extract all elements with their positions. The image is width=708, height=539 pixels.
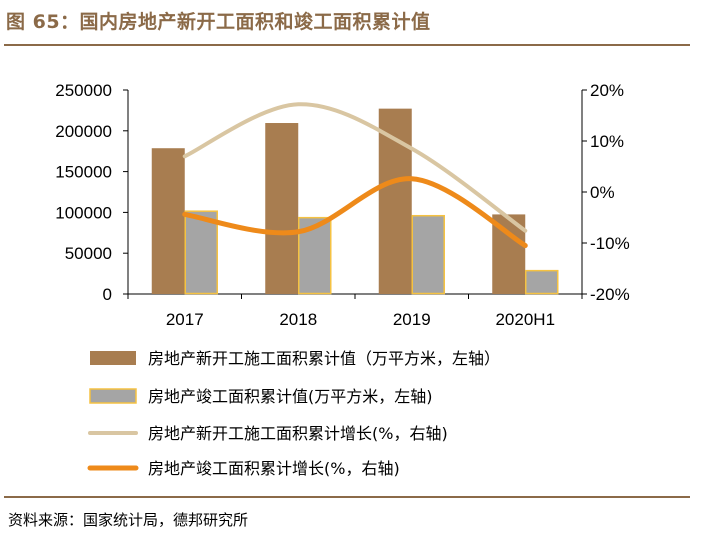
- left-tick-label: 200000: [55, 122, 112, 141]
- figure-title: 图 65：国内房地产新开工面积和竣工面积累计值: [6, 11, 431, 33]
- bar-new-start: [265, 123, 299, 294]
- line-completed-growth: [182, 176, 528, 249]
- source-rule: [4, 496, 690, 498]
- x-tick-label: 2017: [166, 310, 204, 329]
- x-tick-label: 2020H1: [495, 310, 555, 329]
- left-tick-label: 50000: [65, 244, 112, 263]
- line-new-start-growth: [182, 102, 528, 233]
- left-tick-label: 250000: [55, 81, 112, 100]
- chart: 0 50000 100000 150000 200000 250000 -20% -10% 0%…: [55, 81, 629, 478]
- left-tick-label: 0: [103, 285, 112, 304]
- left-tick-label: 100000: [55, 203, 112, 222]
- plot-area: 0 50000 100000 150000 200000 250000 -20% -10% 0%…: [55, 81, 629, 329]
- left-tick-label: 150000: [55, 163, 112, 182]
- right-tick-label: 20%: [590, 81, 624, 100]
- legend-label: 房地产竣工面积累计值(万平方米，左轴): [148, 387, 433, 406]
- bar-completed: [525, 269, 559, 295]
- legend-label: 房地产新开工施工面积累计值（万平方米，左轴）: [148, 349, 500, 368]
- title-rule: [4, 44, 690, 46]
- bar-completed: [184, 210, 218, 295]
- source-note: 资料来源：国家统计局，德邦研究所: [8, 511, 249, 529]
- bar-completed: [411, 214, 445, 295]
- x-tick-label: 2019: [393, 310, 431, 329]
- bar-new-start: [378, 108, 412, 294]
- x-tick-label: 2018: [279, 310, 317, 329]
- right-tick-label: 0%: [590, 183, 615, 202]
- legend-swatch-bar-new: [90, 351, 136, 365]
- right-tick-label: -20%: [590, 285, 630, 304]
- legend: 房地产新开工施工面积累计值（万平方米，左轴） 房地产竣工面积累计值(万平方米，左轴…: [87, 349, 500, 478]
- legend-swatch-bar-completed: [89, 388, 137, 404]
- right-tick-label: -10%: [590, 234, 630, 253]
- bar-new-start: [151, 148, 185, 294]
- right-tick-label: 10%: [590, 132, 624, 151]
- legend-label: 房地产竣工面积累计增长(%，右轴): [148, 459, 400, 478]
- legend-label: 房地产新开工施工面积累计增长(%，右轴): [148, 424, 448, 443]
